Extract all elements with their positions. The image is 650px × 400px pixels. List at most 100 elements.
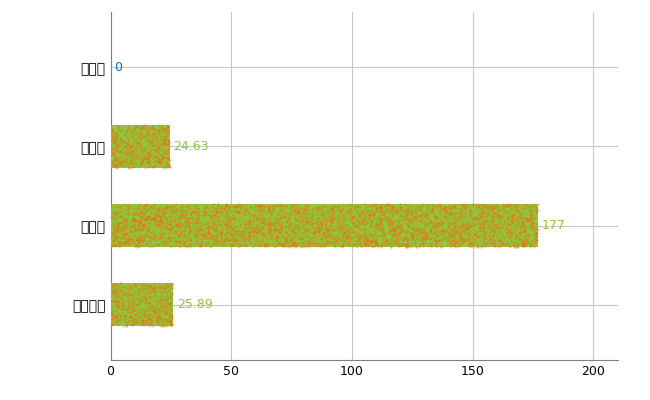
- Point: [200, 208, 211, 215]
- Point: [486, 206, 496, 213]
- Point: [358, 216, 368, 223]
- Point: [167, 308, 177, 314]
- Point: [120, 236, 130, 242]
- Point: [136, 319, 146, 325]
- Point: [305, 242, 315, 249]
- Point: [311, 230, 321, 237]
- Point: [124, 303, 135, 310]
- Point: [293, 215, 304, 222]
- Point: [284, 211, 294, 217]
- Point: [265, 215, 275, 221]
- Point: [113, 293, 124, 300]
- Point: [507, 229, 517, 236]
- Point: [213, 221, 224, 227]
- Point: [324, 218, 335, 224]
- Point: [432, 232, 443, 238]
- Point: [342, 231, 352, 237]
- Point: [144, 234, 154, 241]
- Point: [362, 220, 372, 226]
- Point: [120, 291, 130, 297]
- Point: [469, 227, 479, 234]
- Point: [261, 222, 271, 228]
- Point: [478, 224, 489, 230]
- Point: [250, 203, 261, 210]
- Point: [484, 237, 495, 243]
- Point: [272, 226, 283, 233]
- Point: [496, 243, 506, 250]
- Point: [448, 242, 459, 249]
- Point: [450, 244, 460, 250]
- Point: [517, 236, 527, 242]
- Point: [122, 202, 132, 209]
- Point: [402, 234, 412, 240]
- Point: [123, 211, 133, 217]
- Point: [166, 204, 176, 211]
- Point: [365, 223, 376, 230]
- Point: [168, 213, 179, 220]
- Point: [378, 229, 388, 235]
- Point: [361, 242, 371, 248]
- Point: [317, 221, 328, 227]
- Point: [486, 219, 497, 226]
- Point: [482, 240, 492, 246]
- Point: [483, 225, 493, 232]
- Point: [125, 127, 136, 133]
- Point: [182, 220, 192, 226]
- Point: [358, 237, 369, 244]
- Point: [198, 228, 208, 234]
- Point: [424, 208, 435, 215]
- Point: [458, 216, 469, 222]
- Point: [341, 236, 352, 243]
- Point: [372, 205, 382, 211]
- Point: [111, 141, 122, 148]
- Point: [230, 234, 240, 241]
- Point: [222, 220, 232, 226]
- Point: [354, 222, 365, 228]
- Point: [468, 244, 478, 250]
- Point: [112, 157, 123, 163]
- Point: [107, 140, 118, 146]
- Point: [504, 234, 514, 240]
- Point: [426, 244, 437, 250]
- Point: [320, 232, 331, 238]
- Point: [170, 219, 181, 226]
- Point: [203, 220, 213, 227]
- Point: [134, 308, 144, 314]
- Point: [385, 221, 395, 228]
- Point: [112, 238, 122, 244]
- Point: [358, 210, 369, 216]
- Point: [452, 230, 463, 237]
- Point: [458, 224, 468, 230]
- Point: [467, 222, 477, 229]
- Point: [142, 284, 152, 290]
- Point: [157, 153, 168, 159]
- Point: [136, 232, 147, 238]
- Point: [136, 218, 146, 225]
- Point: [157, 306, 167, 313]
- Point: [179, 214, 189, 220]
- Point: [377, 205, 387, 212]
- Point: [232, 223, 242, 230]
- Point: [352, 244, 363, 250]
- Point: [134, 204, 144, 211]
- Point: [363, 241, 374, 248]
- Point: [209, 232, 220, 238]
- Point: [265, 202, 275, 208]
- Point: [336, 243, 346, 249]
- Point: [110, 203, 120, 210]
- Point: [138, 237, 148, 244]
- Point: [184, 222, 194, 228]
- Point: [224, 236, 234, 243]
- Point: [137, 320, 148, 326]
- Point: [107, 132, 117, 138]
- Point: [352, 223, 362, 229]
- Point: [235, 224, 246, 230]
- Point: [388, 210, 398, 216]
- Point: [226, 242, 236, 248]
- Point: [280, 202, 291, 209]
- Point: [170, 238, 180, 244]
- Point: [162, 226, 173, 232]
- Point: [275, 227, 285, 233]
- Point: [253, 224, 263, 231]
- Point: [372, 244, 383, 250]
